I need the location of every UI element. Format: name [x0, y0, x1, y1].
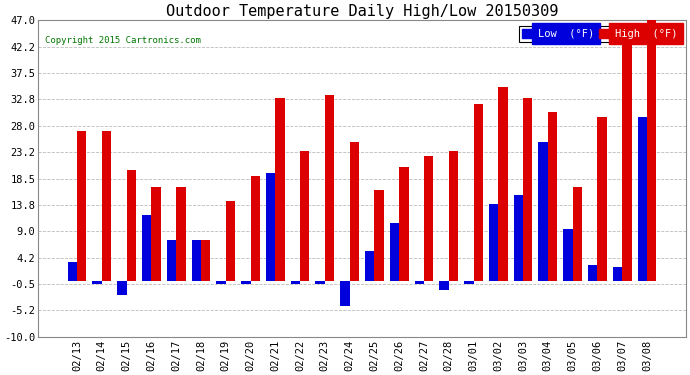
Bar — [77, 131, 86, 281]
Title: Outdoor Temperature Daily High/Low 20150309: Outdoor Temperature Daily High/Low 20150… — [166, 4, 558, 19]
Bar — [538, 142, 548, 281]
Bar — [216, 281, 226, 284]
Bar — [513, 195, 523, 281]
Bar — [598, 117, 607, 281]
Bar — [275, 98, 285, 281]
Bar — [250, 176, 260, 281]
Bar — [415, 281, 424, 284]
Bar — [365, 251, 375, 281]
Bar — [400, 168, 408, 281]
Bar — [151, 187, 161, 281]
Bar — [142, 214, 151, 281]
Bar — [498, 87, 508, 281]
Bar — [241, 281, 250, 284]
Bar — [563, 228, 573, 281]
Text: Copyright 2015 Cartronics.com: Copyright 2015 Cartronics.com — [45, 36, 201, 45]
Bar — [424, 156, 433, 281]
Bar — [548, 112, 558, 281]
Bar — [622, 26, 631, 281]
Bar — [167, 240, 176, 281]
Bar — [102, 131, 111, 281]
Bar — [647, 20, 656, 281]
Bar — [290, 281, 300, 284]
Bar — [588, 265, 598, 281]
Legend: Low  (°F), High  (°F): Low (°F), High (°F) — [519, 26, 680, 42]
Bar — [126, 170, 136, 281]
Bar — [325, 95, 334, 281]
Bar — [350, 142, 359, 281]
Bar — [340, 281, 350, 306]
Bar — [390, 223, 400, 281]
Bar — [440, 281, 449, 290]
Bar — [92, 281, 102, 284]
Bar — [68, 262, 77, 281]
Bar — [448, 151, 458, 281]
Bar — [192, 240, 201, 281]
Bar — [266, 173, 275, 281]
Bar — [176, 187, 186, 281]
Bar — [573, 187, 582, 281]
Bar — [613, 267, 622, 281]
Bar — [464, 281, 473, 284]
Bar — [201, 240, 210, 281]
Bar — [523, 98, 533, 281]
Bar — [226, 201, 235, 281]
Bar — [473, 104, 483, 281]
Bar — [315, 281, 325, 284]
Bar — [375, 190, 384, 281]
Bar — [300, 151, 310, 281]
Bar — [489, 204, 498, 281]
Bar — [638, 117, 647, 281]
Bar — [117, 281, 126, 295]
